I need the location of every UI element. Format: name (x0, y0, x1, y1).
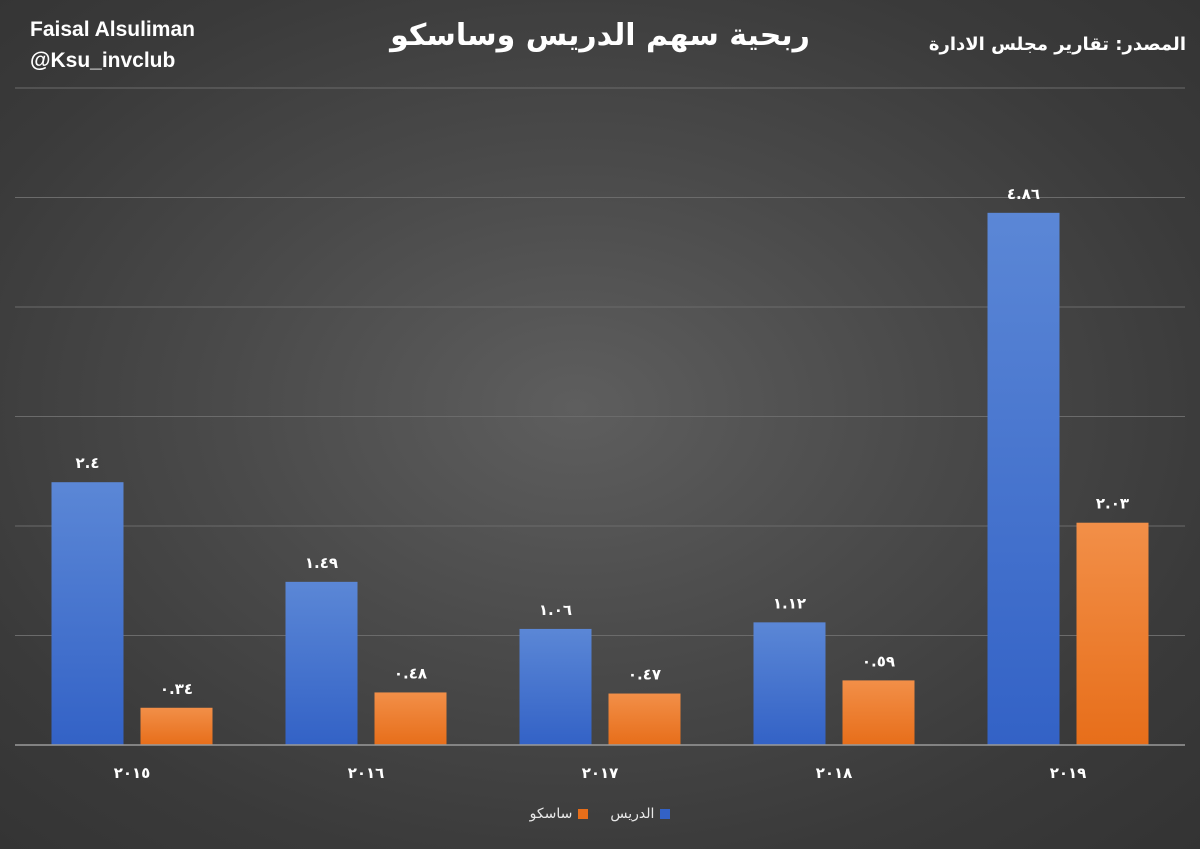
legend-item-aldrees: الدريس (610, 806, 671, 822)
x-tick-label: ٢٠١٩ (1050, 764, 1087, 782)
data-label-sasco: ٠.٣٤ (160, 680, 193, 698)
x-tick-label: ٢٠١٨ (816, 764, 853, 782)
source-note: المصدر: تقارير مجلس الادارة (928, 34, 1186, 55)
data-label-sasco: ٠.٤٨ (394, 664, 427, 682)
data-label-sasco: ٢.٠٣ (1096, 495, 1129, 513)
bar-sasco (140, 707, 213, 745)
bar-aldrees (51, 482, 124, 745)
bar-sasco (1076, 522, 1149, 745)
legend-item-sasco: ساسكو (530, 806, 589, 822)
data-label-aldrees: ١.١٢ (773, 594, 806, 612)
legend: ساسكو الدريس (0, 806, 1200, 822)
data-label-aldrees: ٢.٤ (75, 454, 99, 472)
legend-swatch-aldrees (660, 809, 671, 819)
bar-sasco (608, 693, 681, 745)
bar-aldrees (285, 581, 358, 745)
x-tick-label: ٢٠١٧ (582, 764, 619, 782)
data-label-sasco: ٠.٤٧ (628, 666, 661, 684)
data-label-aldrees: ٤.٨٦ (1007, 185, 1040, 203)
bar-aldrees (519, 628, 592, 745)
legend-swatch-sasco (578, 809, 589, 819)
bar-aldrees (753, 622, 826, 745)
author-name: Faisal Alsuliman (30, 18, 195, 41)
x-axis: ٢٠١٥ ٢٠١٦ ٢٠١٧ ٢٠١٨ ٢٠١٩ (15, 744, 1185, 782)
legend-label-sasco: ساسكو (529, 806, 573, 822)
data-label-sasco: ٠.٥٩ (862, 652, 895, 670)
bars (51, 212, 1149, 745)
x-tick-label: ٢٠١٥ (114, 764, 151, 782)
chart-title: ربحية سهم الدريس وساسكو (390, 18, 810, 53)
data-labels: ٢.٤ ٠.٣٤ ١.٤٩ ٠.٤٨ ١.٠٦ ٠.٤٧ ١.١٢ ٠.٥٩ ٤.٨٦ ٢.٠٣ (75, 185, 1129, 698)
x-tick-label: ٢٠١٦ (348, 764, 385, 782)
data-label-aldrees: ١.٤٩ (305, 554, 338, 572)
bar-aldrees (987, 212, 1060, 745)
bar-sasco (374, 692, 447, 745)
bar-sasco (842, 680, 915, 745)
legend-label-aldrees: الدريس (610, 806, 655, 822)
data-label-aldrees: ١.٠٦ (539, 601, 572, 619)
author-handle: @Ksu_invclub (30, 49, 176, 72)
